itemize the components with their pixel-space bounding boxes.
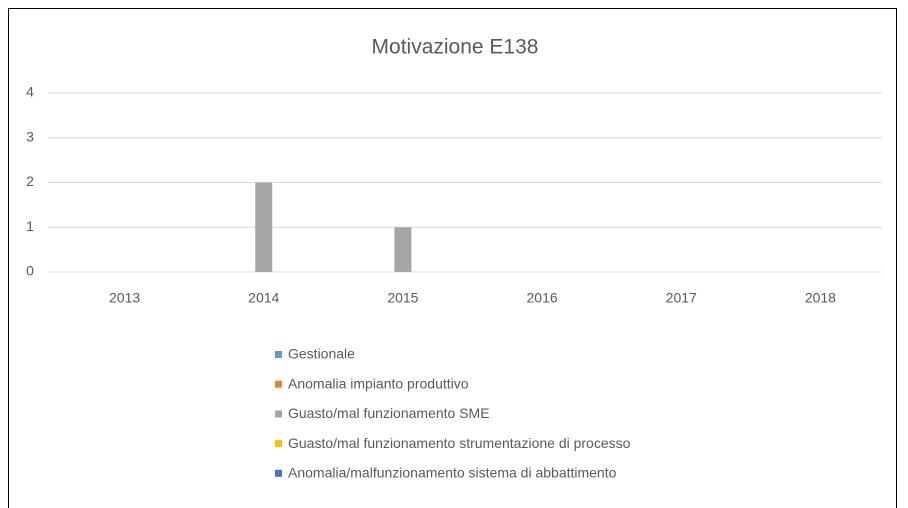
legend-swatch xyxy=(275,440,282,448)
y-tick-label: 2 xyxy=(26,173,34,189)
x-tick-label: 2018 xyxy=(805,290,836,306)
legend-swatch xyxy=(275,469,282,477)
chart-title: Motivazione E138 xyxy=(372,36,539,59)
y-tick-label: 0 xyxy=(26,263,34,279)
x-tick-label: 2017 xyxy=(666,290,697,306)
bar xyxy=(394,227,412,272)
x-tick-label: 2013 xyxy=(109,290,140,306)
legend-swatch xyxy=(275,351,282,358)
x-tick-label: 2014 xyxy=(248,290,279,306)
y-tick-label: 3 xyxy=(26,128,34,144)
x-tick-label: 2015 xyxy=(387,290,418,306)
legend-label: Gestionale xyxy=(288,346,355,362)
y-tick-label: 4 xyxy=(26,84,34,100)
legend-swatch xyxy=(275,380,282,388)
legend-label: Guasto/mal funzionamento SME xyxy=(288,405,490,421)
chart-frame xyxy=(8,8,897,508)
legend-label: Anomalia impianto produttivo xyxy=(288,375,469,391)
legend-swatch xyxy=(275,410,282,418)
legend-label: Guasto/mal funzionamento strumentazione … xyxy=(288,435,631,451)
bar xyxy=(255,182,273,272)
legend-label: Anomalia/malfunzionamento sistema di abb… xyxy=(288,465,617,481)
x-tick-label: 2016 xyxy=(527,290,558,306)
y-tick-label: 1 xyxy=(26,218,34,234)
